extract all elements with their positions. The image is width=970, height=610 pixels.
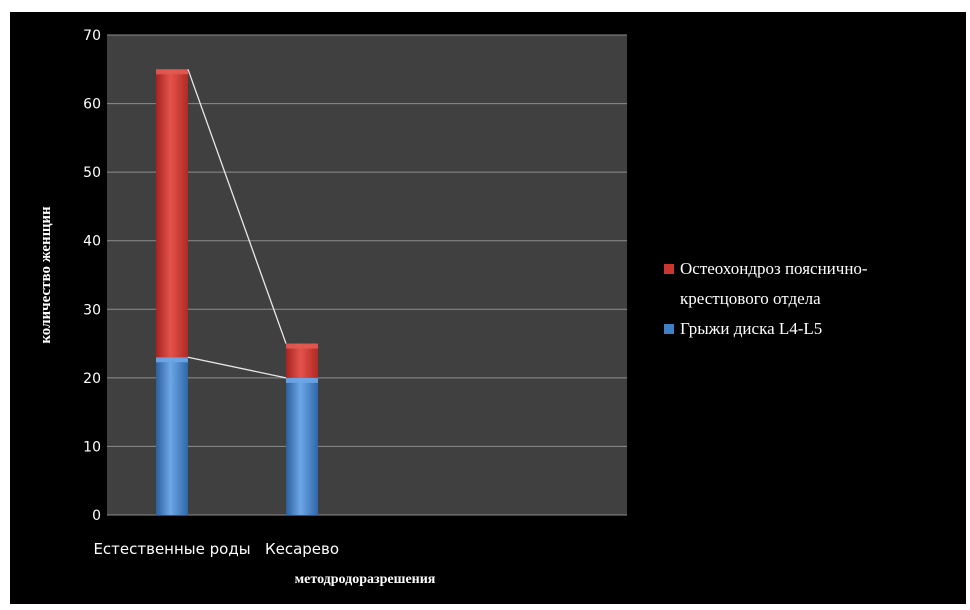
series-lines: [187, 69, 287, 379]
y-tick-label: 60: [83, 97, 101, 113]
legend-label: Грыжи диска L4-L5: [680, 319, 822, 338]
x-axis-ticks: Естественные роды Кесарево: [93, 540, 339, 558]
legend-swatch: [664, 264, 674, 274]
x-tick-label: Естественные роды: [93, 540, 250, 558]
bar-segment-cap: [156, 69, 188, 75]
series-line: [187, 356, 287, 379]
x-axis-label: методродоразрешения: [295, 572, 436, 587]
stacked-bar-chart: 0 10 20 30 40 50 60 70 Естественные роды Кесарев…: [38, 28, 868, 587]
bar-segment: [156, 357, 188, 515]
series-line: [187, 69, 287, 344]
plot-area: [107, 35, 627, 515]
bar-segment: [286, 377, 318, 515]
y-tick-label: 70: [83, 28, 101, 44]
bar-segment: [286, 343, 318, 378]
y-tick-label: 10: [83, 439, 101, 455]
y-tick-label: 20: [83, 371, 101, 387]
bar-segment-cap: [156, 357, 188, 363]
y-tick-label: 40: [83, 234, 101, 250]
chart-frame: 0 10 20 30 40 50 60 70 Естественные роды Кесарев…: [10, 12, 966, 604]
bar-segment-cap: [286, 343, 318, 349]
bar-segment: [156, 69, 188, 358]
y-tick-label: 50: [83, 165, 101, 181]
y-axis-ticks: 0 10 20 30 40 50 60 70: [83, 28, 101, 524]
y-axis-label: количество женщин: [38, 206, 54, 344]
x-tick-label: Кесарево: [265, 540, 339, 558]
legend: Остеохондроз пояснично-крестцового отдел…: [664, 259, 868, 338]
y-tick-label: 30: [83, 302, 101, 318]
legend-label: крестцового отдела: [680, 289, 821, 308]
y-tick-label: 0: [92, 508, 101, 524]
legend-swatch: [664, 324, 674, 334]
legend-label: Остеохондроз пояснично-: [680, 259, 868, 278]
bar-segment-cap: [286, 377, 318, 383]
gridlines: [107, 34, 627, 516]
bars: [156, 69, 318, 515]
